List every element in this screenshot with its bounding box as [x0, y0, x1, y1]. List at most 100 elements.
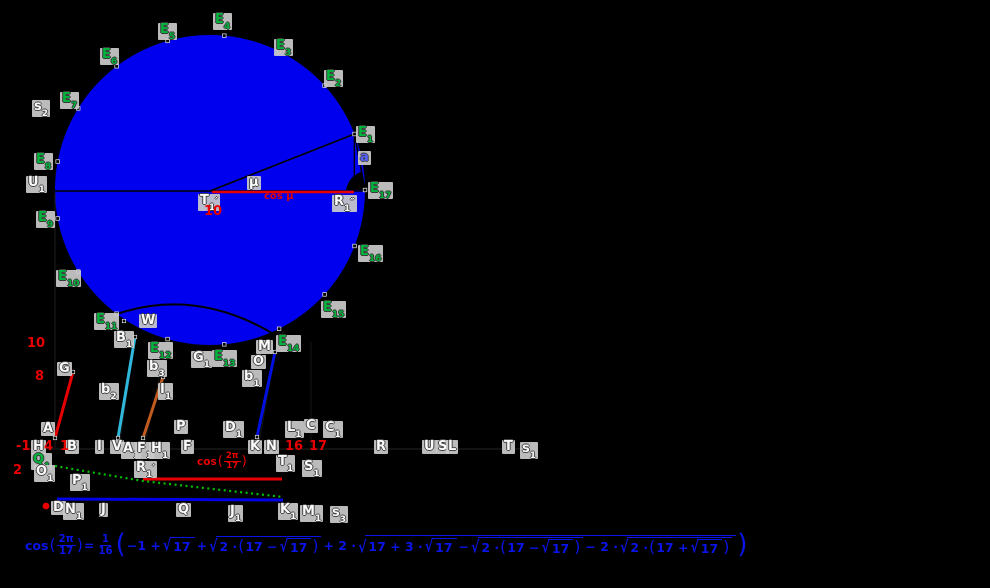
label-point-s3: s3	[330, 505, 349, 525]
label-angle-mu: μ	[247, 175, 261, 190]
label-num-16: 16	[285, 439, 304, 454]
label-point-u: U	[422, 439, 437, 454]
label-vertex-e13: E13	[212, 349, 238, 369]
label-seg-b2: b2	[99, 382, 119, 402]
aux-dot-1	[121, 318, 127, 324]
label-point-l: L	[446, 439, 459, 454]
aux-dot-9	[254, 434, 260, 440]
label-point-s1-cap: S1	[302, 459, 322, 479]
label-point-s2: s2	[32, 99, 51, 119]
label-point-g1: G1	[191, 350, 212, 370]
label-point-j1: J1	[228, 504, 244, 524]
label-point-r1-prime: R1′	[134, 460, 157, 480]
transfer-arc-w	[116, 303, 278, 337]
blue-line-d-k1	[56, 497, 284, 502]
label-seg-b1: b1	[242, 369, 262, 389]
label-point-q: Q	[176, 502, 192, 517]
label-vertex-e2: E2	[324, 69, 344, 89]
label-point-n: N	[264, 439, 279, 454]
label-vertex-e11: E11	[94, 312, 120, 332]
label-vertex-e7: E7	[60, 91, 80, 111]
label-point-f: F	[181, 439, 194, 454]
angle-wedge-e17	[346, 171, 365, 190]
cos-2pi-17-red-formula: cos(2π 17)	[197, 451, 247, 472]
vertex-dot-e8	[55, 159, 60, 164]
label-point-v: V	[110, 439, 125, 454]
label-point-w: W	[139, 313, 158, 328]
aux-dot-8	[140, 435, 146, 441]
radius-t1-e1	[209, 133, 355, 192]
label-vertex-e8: E8	[34, 152, 54, 172]
label-point-t1: T1	[276, 454, 296, 474]
label-point-h: H	[31, 439, 46, 454]
aux-dot-2	[70, 369, 76, 375]
gauss-cos-formula: cos(2π 17) = 1 16(−1 + √ 17 + √ 2 · (17 − √ 1…	[25, 530, 748, 561]
label-point-r1-dblprime: R1″	[332, 194, 357, 214]
label-point-k1: K1	[278, 502, 299, 522]
label-vertex-e12: E12	[148, 341, 174, 361]
vertex-dot-e14	[276, 326, 282, 331]
label-point-b: B	[65, 439, 79, 454]
vertex-dot-e4	[222, 33, 227, 38]
cyan-segment-b2	[116, 336, 137, 439]
label-step-10-center: 10	[204, 204, 223, 219]
label-point-o1: O1	[34, 464, 56, 484]
label-point-b1-cap: B1	[114, 330, 135, 350]
label-point-n1: N1	[63, 502, 85, 522]
label-point-p: P	[174, 419, 188, 434]
label-vertex-e6: E6	[100, 47, 120, 67]
vertex-dot-e13	[222, 342, 227, 347]
label-vertex-e17: E17	[368, 181, 394, 201]
label-step-10-left: 10	[27, 336, 46, 351]
label-point-c1: C1	[323, 420, 343, 440]
label-point-a: A	[41, 421, 56, 436]
label-point-i1: I1	[158, 382, 174, 402]
label-vertex-e14: E14	[276, 334, 302, 354]
label-point-t: T	[502, 439, 515, 454]
vertex-dot-e9	[55, 216, 60, 221]
label-point-m: M	[256, 339, 273, 354]
vertex-dot-e16	[352, 243, 357, 249]
green-dotted-q1-k1	[54, 464, 284, 499]
label-point-k: K	[248, 439, 263, 454]
vertex-dot-e17	[362, 187, 368, 193]
label-point-c: C	[304, 418, 318, 433]
label-step-8: 8	[35, 369, 45, 384]
blue-segment-b1	[255, 351, 277, 438]
label-point-p1: P1	[70, 473, 90, 493]
label-point-j: J	[99, 502, 108, 517]
label-num-17: 17	[309, 439, 328, 454]
label-vertex-e10: E10	[56, 269, 82, 289]
label-vertex-e1: E1	[356, 125, 376, 145]
label-point-d: D	[51, 500, 66, 515]
red-marker-dot-d	[42, 502, 50, 510]
aux-dot-6	[52, 435, 58, 441]
label-point-o: O	[251, 354, 267, 369]
label-point-u1: U1	[26, 175, 47, 195]
red-segment-a-g	[53, 371, 75, 439]
label-vertex-e4: E4	[213, 12, 233, 32]
label-cos-mu-label: cos μ	[264, 191, 294, 202]
label-num-4: 4	[44, 439, 54, 454]
label-vertex-e16: E16	[358, 244, 384, 264]
label-seg-b3: b3	[147, 359, 167, 379]
label-point-l1: L1	[285, 420, 304, 440]
label-num-1: 1	[60, 439, 70, 454]
label-vertex-e15: E15	[321, 300, 347, 320]
label-point-m1: M1	[300, 504, 324, 524]
label-point-r: R	[374, 439, 389, 454]
label-num-minus1: -1	[16, 439, 31, 454]
label-vertex-e5: E5	[158, 22, 178, 42]
label-point-t1-prime: T1′	[198, 193, 220, 213]
circumcircle-disc	[55, 35, 365, 345]
aux-dot-7	[115, 435, 121, 441]
label-point-g: G	[57, 361, 72, 376]
label-side-a: a	[358, 150, 371, 165]
vertex-dot-e15	[322, 292, 327, 297]
label-num-2: 2	[13, 463, 23, 478]
label-vertex-e3: E3	[274, 38, 294, 58]
label-point-i: I	[95, 439, 104, 454]
label-point-d1: D1	[223, 420, 245, 440]
